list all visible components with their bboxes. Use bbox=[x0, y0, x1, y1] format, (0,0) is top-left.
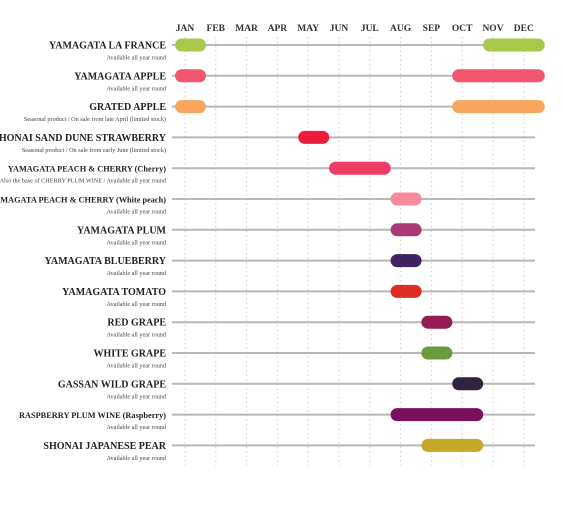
product-name: YAMAGATA PEACH & CHERRY (Cherry) bbox=[8, 165, 166, 174]
month-label-jan: JAN bbox=[176, 24, 195, 34]
season-bar bbox=[175, 38, 206, 52]
product-note: Available all year round bbox=[107, 85, 167, 92]
product-row: YAMAGATA PLUM Available all year round bbox=[77, 223, 535, 246]
season-bar bbox=[390, 408, 484, 422]
product-name: WHITE GRAPE bbox=[93, 349, 166, 360]
product-note: Available all year round bbox=[107, 455, 167, 462]
month-label-jul: JUL bbox=[361, 24, 379, 34]
product-row: YAMAGATA PEACH & CHERRY (Cherry) Also the… bbox=[0, 161, 535, 185]
season-bar bbox=[452, 377, 484, 391]
product-note: Available all year round bbox=[107, 270, 167, 277]
product-row: SHONAI JAPANESE PEAR Available all year r… bbox=[43, 438, 535, 462]
season-bar bbox=[483, 38, 545, 52]
month-label-may: MAY bbox=[297, 24, 319, 34]
product-note: Available all year round bbox=[107, 239, 167, 246]
product-name: RED GRAPE bbox=[107, 318, 166, 329]
season-bar bbox=[390, 254, 422, 268]
season-bar bbox=[421, 346, 453, 360]
product-note: Available all year round bbox=[107, 363, 167, 370]
product-note: Available all year round bbox=[107, 424, 167, 431]
product-name: YAMAGATA TOMATO bbox=[62, 287, 166, 298]
month-label-sep: SEP bbox=[423, 24, 441, 34]
product-name: YAMAGATA LA FRANCE bbox=[49, 41, 166, 52]
product-note: Available all year round bbox=[107, 301, 167, 308]
month-label-jun: JUN bbox=[330, 24, 349, 34]
month-label-feb: FEB bbox=[207, 24, 226, 34]
product-name: YAMAGATA BLUEBERRY bbox=[45, 256, 167, 267]
season-bar bbox=[390, 284, 422, 298]
product-note: Seasonal product / On sale from late Apr… bbox=[24, 116, 166, 123]
product-row: YAMAGATA PEACH & CHERRY (White peach) Ava… bbox=[0, 192, 535, 216]
season-bar bbox=[452, 69, 545, 83]
season-bar bbox=[298, 130, 330, 144]
product-name: SHONAI SAND DUNE STRAWBERRY bbox=[0, 133, 167, 144]
season-bar bbox=[175, 69, 206, 83]
product-name: GASSAN WILD GRAPE bbox=[58, 379, 166, 390]
product-row: YAMAGATA TOMATO Available all year round bbox=[62, 284, 535, 308]
product-name: YAMAGATA PLUM bbox=[77, 225, 167, 236]
product-note: Available all year round bbox=[107, 55, 167, 62]
product-row: GASSAN WILD GRAPE Available all year roun… bbox=[58, 377, 535, 400]
season-bar bbox=[390, 223, 422, 237]
product-row: SHONAI SAND DUNE STRAWBERRY Seasonal prod… bbox=[0, 130, 535, 154]
month-label-oct: OCT bbox=[452, 24, 473, 34]
month-grid bbox=[184, 37, 525, 466]
product-row: GRATED APPLE Seasonal product / On sale f… bbox=[24, 100, 545, 123]
product-name: SHONAI JAPANESE PEAR bbox=[43, 441, 166, 452]
product-row: YAMAGATA LA FRANCE Available all year rou… bbox=[49, 38, 545, 62]
season-bar bbox=[421, 438, 484, 452]
product-note: Available all year round bbox=[107, 393, 167, 400]
product-note: Available all year round bbox=[107, 332, 167, 339]
month-label-aug: AUG bbox=[390, 24, 412, 34]
product-name: YAMAGATA PEACH & CHERRY (White peach) bbox=[0, 196, 166, 205]
product-row: RASPBERRY PLUM WINE (Raspberry) Available… bbox=[19, 408, 535, 431]
product-row: YAMAGATA APPLE Available all year round bbox=[74, 69, 545, 92]
product-note: Also the base of CHERRY PLUM WINE / Avai… bbox=[0, 178, 167, 185]
month-axis: JAN FEB MAR APR MAY JUN JUL AUG SEP OCT NOV DEC bbox=[176, 24, 534, 34]
product-row: WHITE GRAPE Available all year round bbox=[93, 346, 535, 370]
season-bar bbox=[452, 100, 545, 114]
month-label-dec: DEC bbox=[514, 24, 534, 34]
product-name: RASPBERRY PLUM WINE (Raspberry) bbox=[19, 411, 166, 420]
season-bar bbox=[329, 161, 391, 175]
product-name: GRATED APPLE bbox=[89, 102, 166, 113]
month-label-apr: APR bbox=[268, 24, 288, 34]
product-row: YAMAGATA BLUEBERRY Available all year rou… bbox=[45, 254, 535, 277]
season-bar bbox=[175, 100, 206, 114]
product-name: YAMAGATA APPLE bbox=[74, 71, 166, 82]
product-note: Available all year round bbox=[107, 209, 167, 216]
month-label-mar: MAR bbox=[235, 24, 258, 34]
product-row: RED GRAPE Available all year round bbox=[107, 315, 535, 339]
season-bar bbox=[390, 192, 422, 206]
product-rows: YAMAGATA LA FRANCE Available all year rou… bbox=[0, 38, 545, 462]
season-bar bbox=[421, 315, 453, 329]
month-label-nov: NOV bbox=[482, 24, 503, 34]
product-note: Seasonal product / On sale from early Ju… bbox=[22, 147, 166, 154]
